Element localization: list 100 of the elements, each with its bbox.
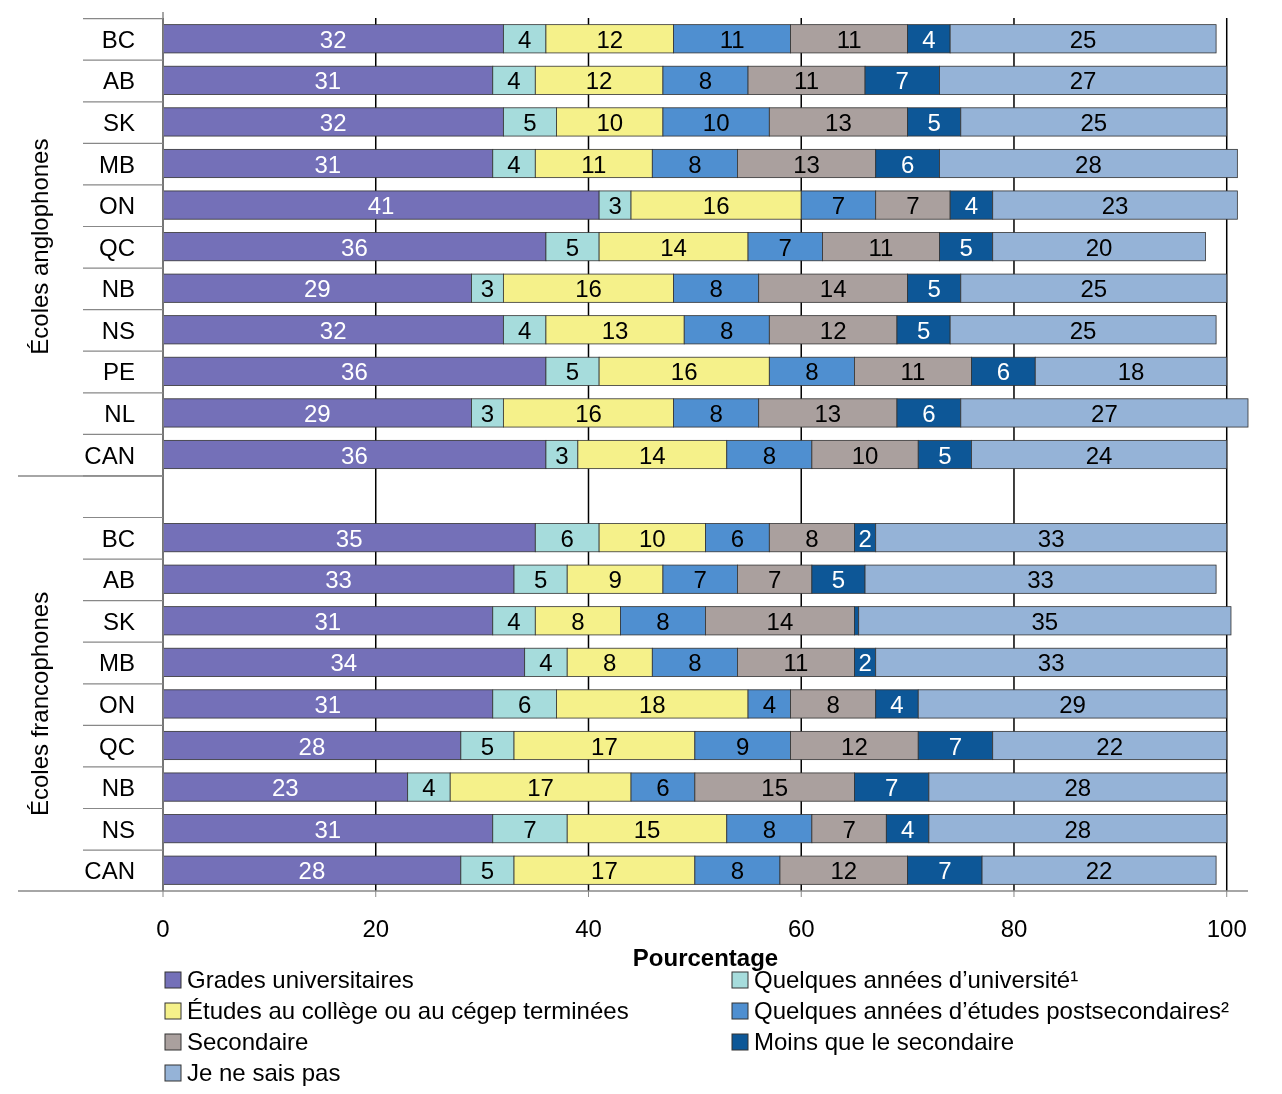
data-label: 16 xyxy=(575,399,602,427)
data-label: 31 xyxy=(314,150,342,178)
y-tick-label: ON xyxy=(99,690,135,718)
data-label: 8 xyxy=(571,607,585,635)
y-tick-label: NL xyxy=(104,399,135,427)
data-label: 25 xyxy=(1069,316,1097,344)
data-label: 5 xyxy=(927,275,941,303)
x-tick-label: 60 xyxy=(787,915,815,942)
y-tick-label: ON xyxy=(99,192,135,220)
data-label: 24 xyxy=(1085,441,1113,469)
data-label: 4 xyxy=(507,150,521,178)
x-tick-label: 0 xyxy=(156,915,170,942)
data-label: 14 xyxy=(638,441,666,469)
data-label: 33 xyxy=(1037,524,1065,552)
data-label: 25 xyxy=(1080,275,1108,303)
data-label: 11 xyxy=(868,233,894,261)
data-label: 7 xyxy=(938,857,952,885)
legend-label: Quelques années d’études postsecondaires² xyxy=(754,997,1229,1024)
y-tick-label: BC xyxy=(101,524,135,552)
data-label: 17 xyxy=(591,857,618,885)
data-label: 7 xyxy=(884,774,899,802)
data-label: 7 xyxy=(842,815,856,843)
data-label: 12 xyxy=(819,316,847,344)
data-label: 11 xyxy=(900,358,926,386)
data-label: 36 xyxy=(341,358,368,386)
data-label: 11 xyxy=(581,150,607,178)
bar xyxy=(858,606,1232,636)
data-label: 13 xyxy=(793,150,820,178)
data-label: 25 xyxy=(1080,108,1108,136)
data-label: 5 xyxy=(533,566,548,594)
data-label: 36 xyxy=(341,233,368,261)
data-label: 27 xyxy=(1091,399,1118,427)
y-tick-label: NB xyxy=(101,774,135,802)
data-label: 16 xyxy=(702,192,730,220)
y-tick-label: QC xyxy=(99,732,135,760)
data-label: 9 xyxy=(736,732,750,760)
y-tick-label: MB xyxy=(99,649,135,677)
data-label: 14 xyxy=(819,275,847,303)
data-label: 5 xyxy=(938,441,952,469)
data-label: 3 xyxy=(555,441,569,469)
data-label: 15 xyxy=(761,774,788,802)
data-label: 31 xyxy=(314,607,342,635)
data-label: 22 xyxy=(1096,732,1124,760)
data-label: 8 xyxy=(730,857,745,885)
data-label: 4 xyxy=(507,607,521,635)
data-label: 10 xyxy=(702,108,730,136)
data-label: 3 xyxy=(480,399,495,427)
data-label: 7 xyxy=(906,192,920,220)
data-label: 13 xyxy=(825,108,852,136)
data-label: 7 xyxy=(948,732,963,760)
data-label: 4 xyxy=(422,774,436,802)
data-label: 34 xyxy=(330,649,358,677)
data-label: 41 xyxy=(367,192,395,220)
data-label: 8 xyxy=(709,399,723,427)
y-tick-label: PE xyxy=(102,358,135,386)
data-label: 5 xyxy=(959,233,973,261)
data-label: 11 xyxy=(719,25,745,53)
data-label: 29 xyxy=(303,399,331,427)
x-tick-label: 80 xyxy=(1000,915,1028,942)
data-label: 32 xyxy=(319,25,347,53)
data-label: 13 xyxy=(814,399,842,427)
data-label: 8 xyxy=(805,358,819,386)
data-label: 5 xyxy=(565,233,580,261)
data-label: 12 xyxy=(596,25,624,53)
legend-label: Je ne sais pas xyxy=(187,1059,341,1086)
data-label: 8 xyxy=(603,649,617,677)
data-label: 8 xyxy=(762,815,776,843)
data-label: 4 xyxy=(890,690,904,718)
y-tick-label: BC xyxy=(101,25,135,53)
data-label: 4 xyxy=(507,67,521,95)
data-label: 8 xyxy=(709,275,723,303)
text: Écoles francophones xyxy=(26,591,53,817)
data-label: 5 xyxy=(480,732,495,760)
data-label: 10 xyxy=(638,524,666,552)
data-label: 23 xyxy=(1101,192,1129,220)
y-tick-label: SK xyxy=(102,108,135,136)
x-tick-label: 100 xyxy=(1206,915,1247,942)
data-label: 3 xyxy=(480,275,495,303)
data-label: 6 xyxy=(900,150,915,178)
data-label: 35 xyxy=(1031,607,1059,635)
data-label: 28 xyxy=(1064,815,1092,843)
data-label: 31 xyxy=(314,690,342,718)
data-label: 6 xyxy=(996,358,1011,386)
y-tick-label: AB xyxy=(102,566,135,594)
y-tick-label: SK xyxy=(102,607,135,635)
data-label: 4 xyxy=(900,815,915,843)
data-label: 22 xyxy=(1085,857,1113,885)
data-label: 7 xyxy=(895,67,909,95)
data-label: 5 xyxy=(523,108,537,136)
data-label: 35 xyxy=(335,524,363,552)
y-tick-label: NS xyxy=(101,815,135,843)
data-label: 5 xyxy=(831,566,846,594)
data-label: 4 xyxy=(964,192,979,220)
data-label: 29 xyxy=(303,275,331,303)
data-label: 12 xyxy=(841,732,868,760)
y-tick-label: CAN xyxy=(84,857,135,885)
data-label: 8 xyxy=(688,649,702,677)
y-tick-label: AB xyxy=(102,67,135,95)
data-label: 6 xyxy=(517,690,532,718)
legend-label: Moins que le secondaire xyxy=(754,1028,1015,1055)
